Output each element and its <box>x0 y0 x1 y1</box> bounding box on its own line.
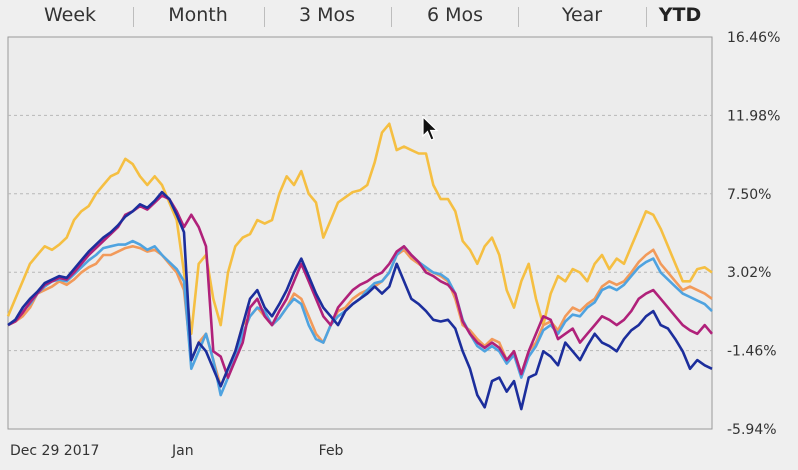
series-line-0 <box>6 122 713 336</box>
series-line-3 <box>7 194 713 379</box>
tab-separator <box>264 7 265 27</box>
plot-area <box>7 36 713 430</box>
y-tick-label: -1.46% <box>727 344 777 360</box>
series-group <box>6 122 713 411</box>
tab-6-mos[interactable]: 6 Mos <box>426 4 484 26</box>
x-tick-label: Dec 29 2017 <box>10 443 99 459</box>
y-tick-label: 7.50% <box>727 187 771 203</box>
x-tick-label: Feb <box>319 443 344 459</box>
tab-week[interactable]: Week <box>43 4 97 26</box>
tab-year[interactable]: Year <box>561 4 603 26</box>
y-tick-label: -5.94% <box>727 422 777 438</box>
tab-3-mos[interactable]: 3 Mos <box>298 4 356 26</box>
y-tick-label: 3.02% <box>727 265 771 281</box>
tab-month[interactable]: Month <box>168 4 228 26</box>
series-line-4 <box>7 190 713 411</box>
tab-separator <box>646 7 647 27</box>
tab-separator <box>518 7 519 27</box>
x-axis: Dec 29 2017 Jan Feb <box>10 443 344 459</box>
y-tick-label: 16.46% <box>727 30 780 46</box>
range-tabs: Week Month 3 Mos 6 Mos Year YTD <box>0 0 712 34</box>
tab-separator <box>391 7 392 27</box>
y-tick-label: 11.98% <box>727 108 780 124</box>
mouse-pointer-icon <box>422 116 439 141</box>
tab-ytd[interactable]: YTD <box>658 4 702 26</box>
series-line-1 <box>7 245 713 388</box>
tab-separator <box>133 7 134 27</box>
y-axis: 16.46% 11.98% 7.50% 3.02% -1.46% -5.94% <box>727 30 780 438</box>
x-tick-label: Jan <box>171 443 194 459</box>
